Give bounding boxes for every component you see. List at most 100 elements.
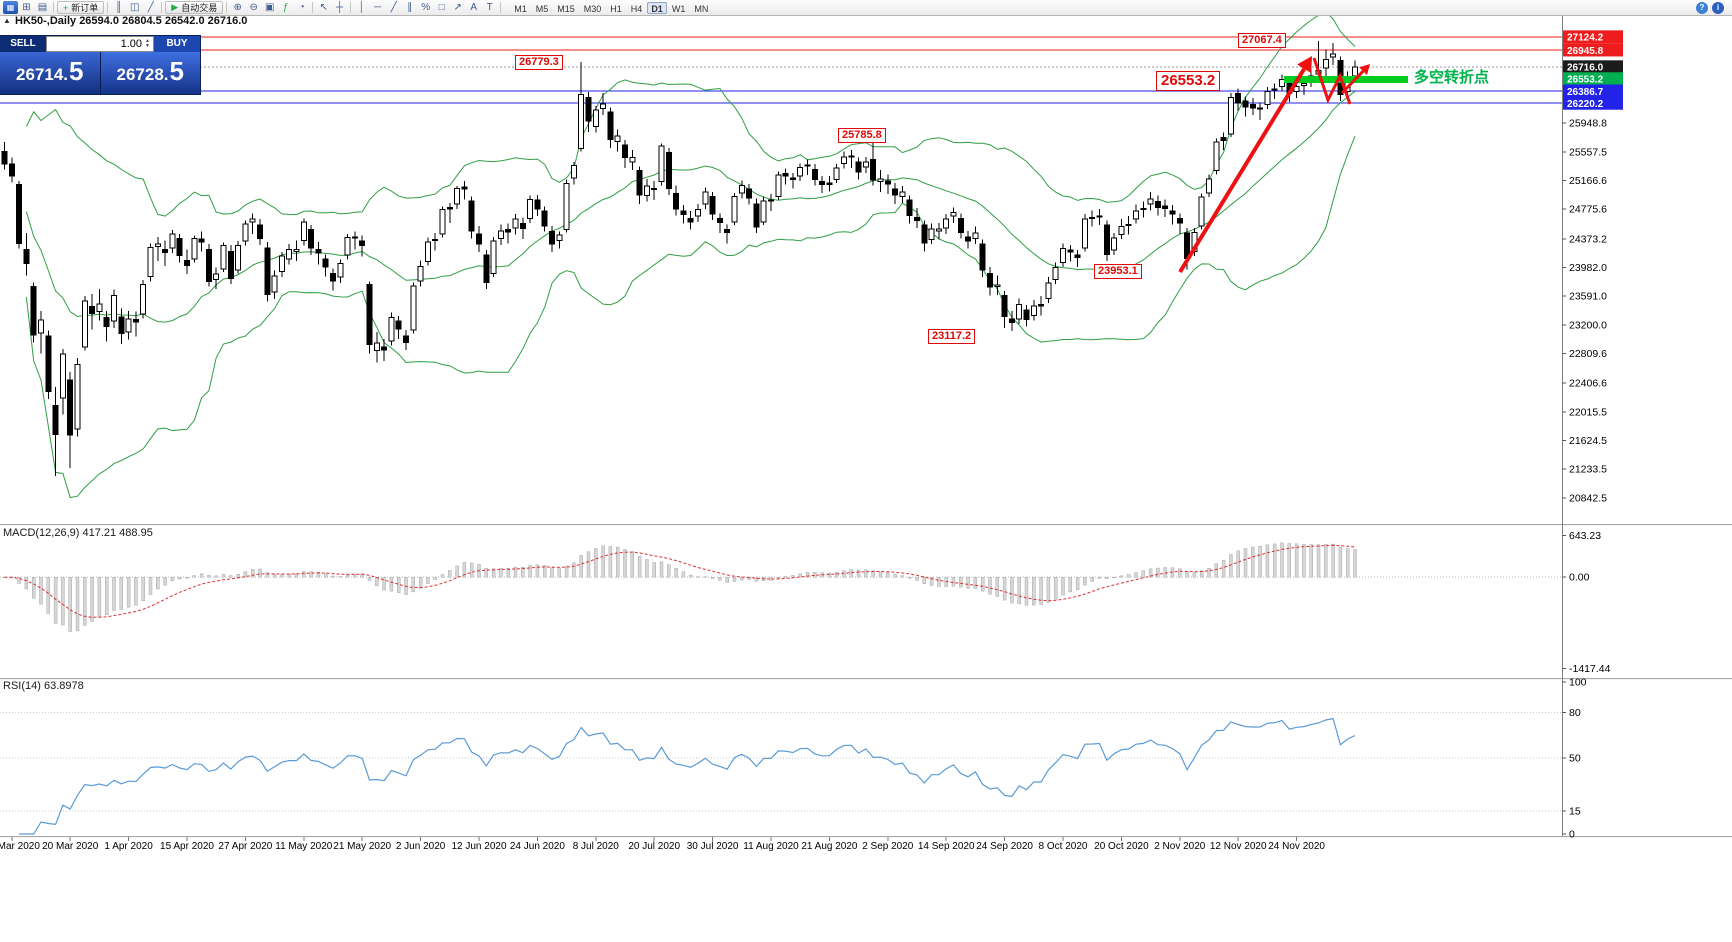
volume-value[interactable]: 1.00 (120, 38, 143, 50)
timeframe-h4[interactable]: H4 (630, 3, 643, 14)
one-click-panel-toggle[interactable]: ▲ (3, 16, 11, 25)
price-axis[interactable]: 25948.8 25557.5 25166.6 24775.6 24373.2 23982… (1562, 16, 1623, 841)
buy-tab[interactable]: BUY (154, 36, 200, 52)
buy-button[interactable]: 26728. 5 (99, 52, 200, 94)
sell-price: 26714. (16, 65, 69, 84)
date-label: 11 May 2020 (275, 841, 333, 852)
price-line-chip (1563, 30, 1623, 44)
rsi-scale-label: 80 (1569, 707, 1581, 719)
arrows-icon[interactable]: ↗ (453, 1, 462, 13)
date-label: 21 Aug 2020 (801, 841, 858, 852)
date-label: 10 Mar 2020 (0, 841, 40, 852)
price-annotation[interactable]: 26779.3 (515, 55, 563, 70)
shapes-icon[interactable]: □ (438, 1, 445, 13)
line-chart-icon[interactable]: ╱ (147, 1, 154, 13)
indicators-icon[interactable]: ƒ (282, 1, 289, 13)
price-scale-label: 24775.6 (1569, 204, 1607, 216)
rsi-scale-label: 15 (1569, 806, 1581, 818)
timeframe-m30[interactable]: M30 (583, 3, 602, 14)
timeframe-m15[interactable]: M15 (557, 3, 575, 14)
price-scale-label: 23591.0 (1569, 291, 1607, 303)
rsi-scale-label: 100 (1569, 677, 1587, 689)
volume-down-icon[interactable]: ▼ (145, 43, 150, 49)
zoom-in-icon[interactable]: ⊕ (233, 1, 242, 13)
new-chart-icon[interactable]: ⊞ (22, 1, 31, 13)
sell-tab[interactable]: SELL (0, 36, 46, 52)
channel-icon[interactable]: ∥ (407, 1, 413, 13)
info-icon[interactable]: i (1712, 1, 1724, 14)
timeframe-mn[interactable]: MN (694, 3, 709, 14)
text-label-icon[interactable]: T (486, 1, 493, 13)
timeframe-w1[interactable]: W1 (671, 3, 686, 14)
price-annotation[interactable]: 23117.2 (928, 329, 976, 344)
rsi-scale-label: 0 (1569, 829, 1575, 841)
autotrading-button-label: 自动交易 (181, 3, 218, 13)
fibonacci-icon[interactable]: % (421, 1, 431, 13)
date-label: 14 Sep 2020 (918, 841, 975, 852)
date-label: 20 Jul 2020 (628, 841, 680, 852)
buy-price: 26728. (116, 65, 169, 84)
pane-separators (0, 524, 1732, 838)
volume-up-icon[interactable]: ▲ (145, 38, 150, 44)
price-line-chip (1563, 84, 1623, 98)
vertical-line-icon[interactable]: │ (358, 1, 365, 13)
price-scale-label: 20842.5 (1569, 492, 1607, 504)
zoom-out-icon[interactable]: ⊖ (249, 1, 258, 13)
timeframe-d1[interactable]: D1 (647, 1, 667, 14)
chart-drawings[interactable] (1178, 56, 1408, 274)
price-line-label: 26220.2 (1567, 99, 1604, 110)
crosshair-icon[interactable]: ┼ (336, 1, 344, 13)
candles (1, 41, 1358, 477)
turning-point-text[interactable]: 多空转折点 (1414, 69, 1490, 86)
price-annotation[interactable]: 23953.1 (1094, 264, 1142, 279)
text-icon[interactable]: A (470, 1, 478, 13)
date-label: 15 Apr 2020 (160, 841, 214, 852)
date-label: 20 Oct 2020 (1094, 841, 1149, 852)
cursor-icon[interactable]: ↖ (319, 1, 328, 13)
date-label: 24 Nov 2020 (1268, 841, 1325, 852)
profiles-icon[interactable]: ▤ (37, 1, 48, 13)
price-scale-label: 25557.5 (1569, 146, 1607, 158)
macd-header: MACD(12,26,9) 417.21 488.95 (3, 527, 153, 539)
date-label: 1 Apr 2020 (104, 841, 153, 852)
price-scale-label: 22015.5 (1569, 406, 1607, 418)
date-label: 8 Jul 2020 (573, 841, 620, 852)
timeframe-h1[interactable]: H1 (610, 3, 622, 14)
macd-scale-label: 0.00 (1569, 572, 1590, 584)
periods-icon[interactable]: ◔ (298, 1, 305, 13)
app-icon[interactable]: ▦ (3, 1, 18, 14)
rsi-header: RSI(14) 63.8978 (3, 680, 84, 692)
horizontal-line-icon[interactable]: ─ (374, 1, 382, 13)
trendline-icon[interactable]: ╱ (390, 1, 397, 13)
tile-windows-icon[interactable]: ▣ (264, 1, 275, 13)
price-annotation[interactable]: 26553.2 (1156, 71, 1221, 91)
price-annotation[interactable]: 25785.8 (838, 128, 886, 143)
date-label: 12 Jun 2020 (451, 841, 506, 852)
price-scale-label: 25948.8 (1569, 118, 1607, 130)
date-label: 24 Sep 2020 (976, 841, 1033, 852)
rsi-scale-label: 50 (1569, 753, 1581, 765)
chart-title: HK50-,Daily 26594.0 26804.5 26542.0 2671… (15, 15, 248, 27)
date-label: 8 Oct 2020 (1039, 841, 1088, 852)
price-scale-label: 23982.0 (1569, 262, 1607, 274)
candlestick-chart-icon[interactable]: ◫ (130, 1, 140, 13)
bar-chart-icon[interactable]: ║ (115, 1, 123, 13)
volume-field[interactable]: 1.00 ▲ ▼ (46, 36, 154, 52)
date-label: 11 Aug 2020 (743, 841, 799, 852)
help-icon[interactable]: ? (1696, 1, 1708, 14)
price-annotation[interactable]: 27067.4 (1238, 33, 1286, 48)
price-line-chip (1563, 96, 1623, 110)
autotrading-button[interactable]: ▶ 自动交易 (165, 1, 224, 14)
price-level-lines[interactable] (0, 36, 1562, 104)
autotrading-icon: ▶ (171, 2, 179, 12)
timeframe-m5[interactable]: M5 (535, 3, 549, 14)
timeframe-m1[interactable]: M1 (514, 3, 527, 14)
new-order-button[interactable]: + 新订单 (57, 1, 105, 14)
date-label: 20 Mar 2020 (42, 841, 99, 852)
price-line-label: 26945.8 (1567, 46, 1604, 57)
macd-scale-label: 643.23 (1569, 530, 1601, 542)
sell-button[interactable]: 26714. 5 (0, 52, 100, 94)
date-label: 27 Apr 2020 (218, 841, 272, 852)
